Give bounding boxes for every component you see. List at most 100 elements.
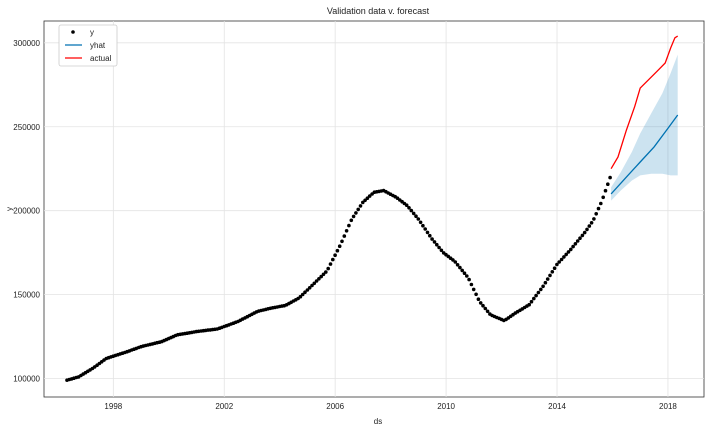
data-point [333, 253, 337, 257]
data-point [478, 301, 483, 305]
data-point [356, 207, 361, 212]
data-point [603, 188, 608, 193]
legend-y-marker [71, 30, 75, 34]
legend-yhat-label: yhat [90, 41, 106, 50]
data-point [305, 288, 310, 292]
data-point [552, 266, 557, 271]
data-point [550, 270, 555, 274]
legend-y-label: y [90, 28, 94, 37]
data-point [340, 239, 344, 244]
data-point [573, 242, 578, 246]
data-point [469, 282, 474, 287]
data-point [532, 296, 536, 301]
data-point [367, 194, 372, 198]
data-point [414, 214, 418, 218]
data-point [344, 229, 349, 233]
data-point [358, 204, 363, 208]
x-tick-label: 2006 [326, 402, 344, 411]
uncertainty-band-layer [611, 54, 678, 201]
data-point [351, 214, 356, 219]
data-point [430, 237, 434, 241]
actual-line [610, 35, 679, 170]
data-point [571, 244, 575, 249]
data-point [335, 248, 340, 253]
data-point [314, 279, 319, 283]
data-point [300, 292, 305, 297]
data-point [594, 212, 598, 216]
data-point [578, 236, 582, 240]
y-tick-label: 150000 [13, 291, 40, 300]
data-point [307, 286, 312, 290]
data-point [435, 242, 439, 247]
data-point [536, 290, 541, 295]
data-point [557, 260, 561, 264]
data-point [312, 281, 317, 286]
point-layer [65, 175, 612, 383]
data-point [404, 203, 409, 207]
x-axis-title: ds [374, 417, 382, 426]
data-point [601, 195, 605, 200]
data-point [337, 244, 342, 248]
data-point [407, 206, 411, 210]
data-point [534, 293, 538, 298]
data-point [580, 233, 585, 238]
data-point [324, 270, 328, 274]
data-point [592, 217, 596, 221]
y-tick-label: 300000 [13, 39, 40, 48]
data-point [476, 297, 481, 302]
data-point [458, 265, 462, 270]
x-tick-label: 2002 [215, 402, 233, 411]
data-point [421, 223, 425, 228]
data-point [423, 227, 428, 231]
chart-title: Validation data v. forecast [327, 6, 430, 16]
data-point [527, 302, 531, 307]
y-tick-label: 200000 [13, 207, 40, 216]
data-point [541, 284, 545, 289]
data-point [465, 274, 469, 278]
data-point [310, 283, 314, 288]
data-point [428, 233, 432, 238]
y-axis-title: y [5, 207, 14, 211]
data-point [319, 274, 324, 279]
legend-box [58, 24, 118, 67]
x-tick-label: 2010 [437, 402, 455, 411]
data-point [596, 206, 601, 211]
data-point [425, 230, 430, 235]
data-point [437, 245, 441, 250]
data-point [564, 252, 568, 257]
data-point [599, 201, 603, 206]
uncertainty-band [611, 54, 678, 201]
data-point [555, 262, 559, 267]
data-point [418, 220, 423, 225]
data-point [342, 234, 347, 238]
tick-layer: 1998 2002 2006 2010 2014 2018 100000 150000 2000… [13, 39, 677, 411]
data-point [481, 303, 485, 308]
data-point [589, 221, 594, 225]
data-point [439, 248, 444, 253]
plot-area [43, 20, 705, 398]
data-point [416, 217, 421, 221]
data-point [545, 277, 550, 281]
x-tick-label: 2018 [659, 402, 677, 411]
data-point [543, 280, 548, 285]
data-point [569, 247, 573, 252]
data-point [575, 239, 580, 243]
yhat-line [610, 114, 679, 195]
data-point [409, 208, 414, 213]
data-point [548, 273, 552, 278]
x-tick-label: 2014 [548, 402, 566, 411]
data-point [462, 271, 467, 276]
y-tick-label: 100000 [13, 375, 40, 384]
legend: y yhat actual [58, 24, 118, 67]
data-point [298, 294, 303, 299]
data-point [432, 240, 437, 244]
data-point [587, 224, 592, 228]
data-point [453, 260, 458, 264]
data-point [467, 277, 471, 282]
data-point [363, 198, 367, 203]
data-point [606, 182, 610, 186]
data-point [321, 272, 326, 277]
data-point [559, 257, 564, 262]
data-point [354, 211, 358, 215]
